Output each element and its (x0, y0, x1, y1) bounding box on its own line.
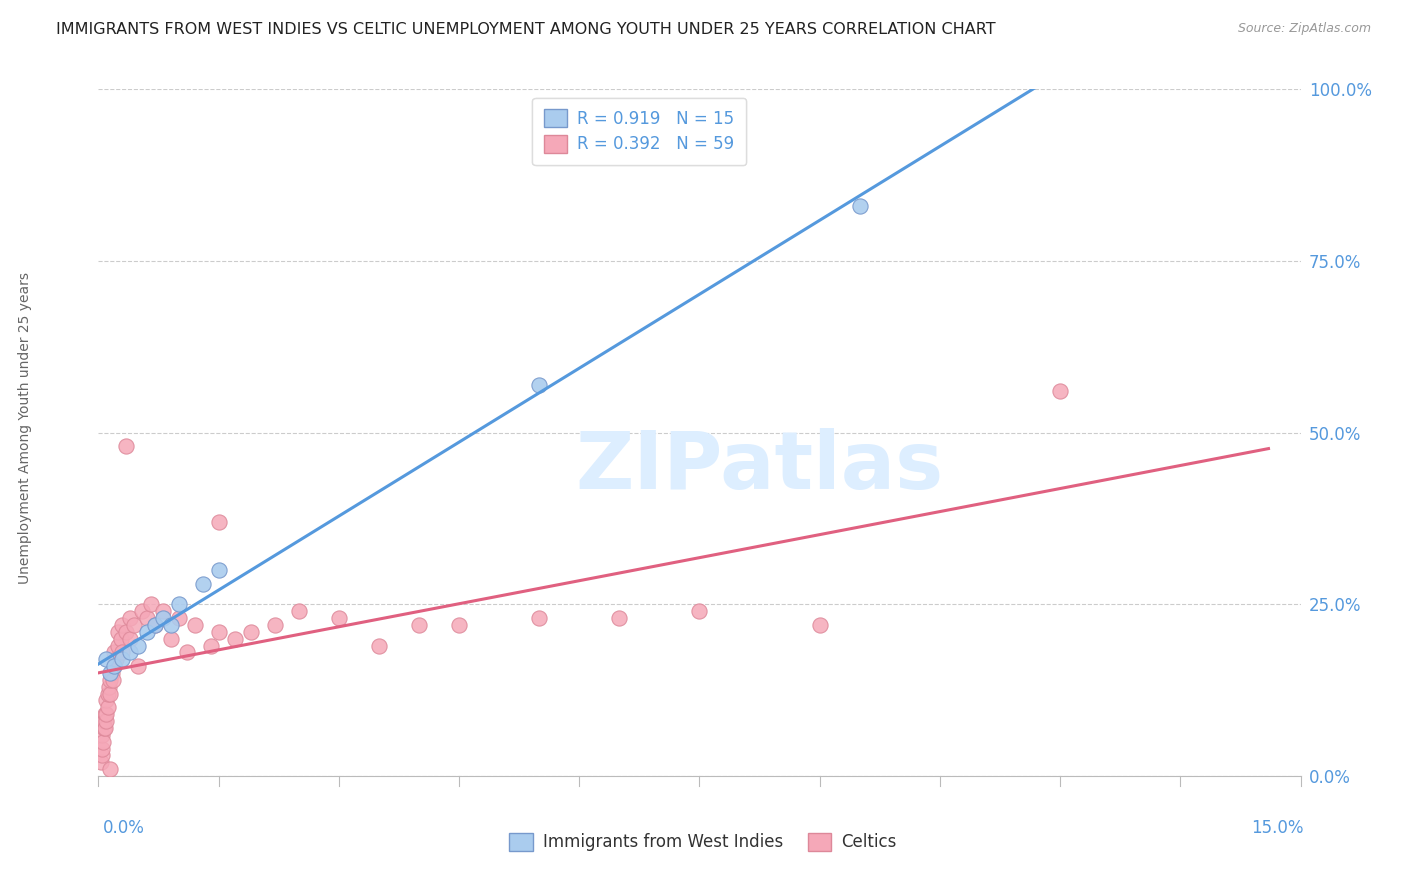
Text: 0.0%: 0.0% (103, 819, 145, 837)
Point (120, 632, 142, 646)
Point (135, 611, 157, 625)
Point (103, 645, 125, 659)
Point (288, 604, 311, 618)
Point (97, 680, 120, 694)
Point (224, 632, 246, 646)
Point (100, 762, 122, 776)
Point (328, 611, 350, 625)
Point (152, 611, 174, 625)
Point (107, 639, 129, 653)
Point (143, 618, 166, 632)
Point (103, 659, 125, 673)
Point (143, 618, 166, 632)
Point (167, 598, 190, 612)
Point (167, 611, 190, 625)
Point (124, 618, 146, 632)
Point (689, 604, 711, 618)
Point (101, 673, 124, 687)
Point (131, 604, 153, 618)
Point (100, 665, 122, 680)
Point (93, 721, 115, 735)
Point (208, 563, 231, 577)
Point (208, 515, 231, 529)
Point (529, 377, 551, 392)
Point (94, 721, 117, 735)
Point (529, 611, 551, 625)
Point (105, 652, 128, 666)
Point (111, 652, 134, 666)
Point (91, 741, 114, 756)
Point (97, 687, 120, 701)
Point (93, 714, 115, 728)
Point (159, 632, 181, 646)
Point (176, 645, 198, 659)
Point (152, 604, 174, 618)
Point (100, 673, 122, 687)
Point (609, 611, 631, 625)
Point (107, 624, 129, 639)
Point (91, 728, 114, 742)
Point (208, 624, 231, 639)
Legend: Immigrants from West Indies, Celtics: Immigrants from West Indies, Celtics (499, 822, 907, 862)
Point (103, 659, 125, 673)
Point (447, 618, 470, 632)
Point (110, 632, 132, 646)
Point (239, 624, 262, 639)
Text: 15.0%: 15.0% (1251, 819, 1303, 837)
Point (111, 645, 134, 659)
Point (128, 659, 150, 673)
Point (91, 735, 114, 749)
Point (808, 618, 831, 632)
Point (97, 700, 120, 714)
Text: Source: ZipAtlas.com: Source: ZipAtlas.com (1237, 22, 1371, 36)
Point (94, 714, 117, 728)
Point (128, 639, 150, 653)
Text: Unemployment Among Youth under 25 years: Unemployment Among Youth under 25 years (18, 272, 32, 584)
Point (183, 618, 205, 632)
Point (200, 639, 222, 653)
Point (115, 624, 138, 639)
Point (191, 576, 214, 591)
Point (96, 693, 118, 707)
Point (408, 618, 430, 632)
Point (94, 707, 117, 722)
Text: IMMIGRANTS FROM WEST INDIES VS CELTIC UNEMPLOYMENT AMONG YOUTH UNDER 25 YEARS CO: IMMIGRANTS FROM WEST INDIES VS CELTIC UN… (56, 22, 995, 37)
Point (139, 598, 162, 612)
Point (120, 645, 142, 659)
Point (101, 665, 124, 680)
Text: ZIPatlas: ZIPatlas (575, 428, 943, 506)
Point (111, 618, 134, 632)
Point (1049, 384, 1071, 399)
Legend: R = 0.919   N = 15, R = 0.392   N = 59: R = 0.919 N = 15, R = 0.392 N = 59 (533, 97, 747, 165)
Point (90, 748, 112, 763)
Point (96, 652, 118, 666)
Point (849, 199, 872, 213)
Point (96, 707, 118, 722)
Point (368, 639, 391, 653)
Point (115, 439, 138, 453)
Point (159, 618, 181, 632)
Point (100, 687, 122, 701)
Point (263, 618, 285, 632)
Point (120, 611, 142, 625)
Point (90, 756, 112, 770)
Point (135, 624, 157, 639)
